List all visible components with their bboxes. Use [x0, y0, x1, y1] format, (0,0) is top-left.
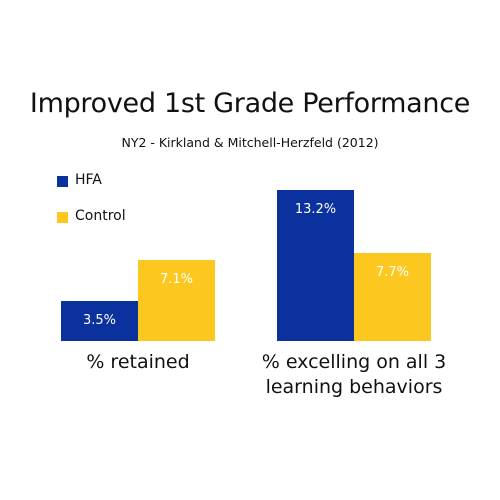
legend-swatch — [57, 176, 68, 187]
value-label: 13.2% — [294, 202, 337, 217]
legend-swatch — [57, 212, 68, 223]
legend-text: Control — [75, 208, 126, 224]
legend-text: HFA — [75, 172, 102, 188]
value-label: 3.5% — [82, 312, 117, 328]
bar — [354, 252, 431, 341]
value-label: 7.1% — [159, 271, 194, 287]
chart-title: Improved 1st Grade Performance — [29, 88, 471, 119]
bar — [138, 259, 215, 341]
bar — [61, 300, 138, 341]
chart-subtitle: NY2 - Kirkland & Mitchell-Herzfeld (2012… — [121, 135, 379, 150]
bar — [277, 190, 354, 341]
cat-label: % excelling on all 3 learning behaviors — [261, 351, 447, 398]
value-label: 7.7% — [375, 264, 410, 280]
cat-label: % retained — [86, 351, 190, 373]
